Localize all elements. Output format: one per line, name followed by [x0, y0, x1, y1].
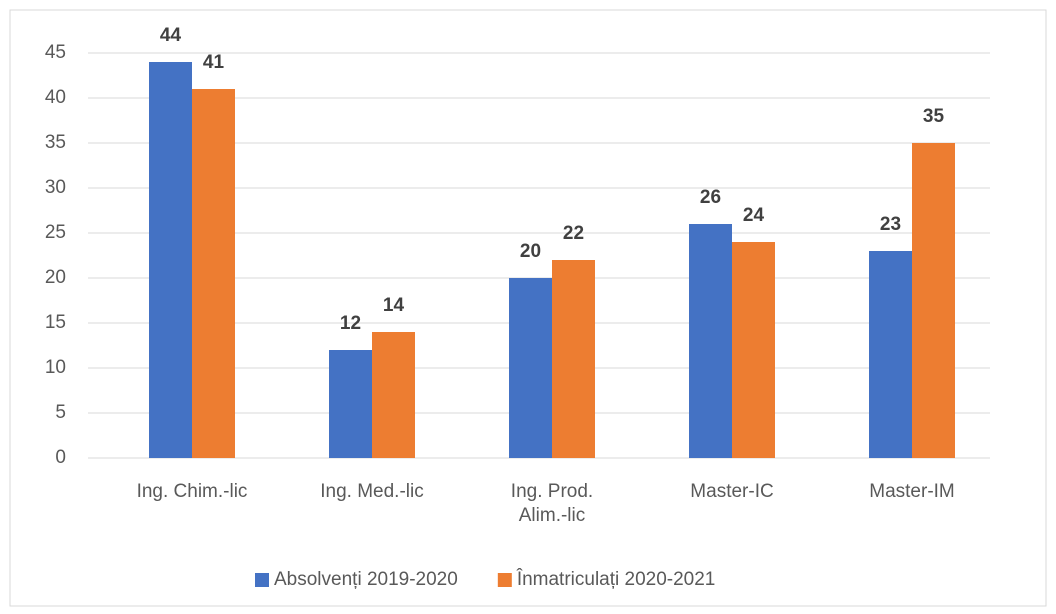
data-label: 14 [383, 295, 405, 316]
x-tick-label: Ing. Prod. Alim.-lic [510, 481, 594, 526]
bar [732, 242, 775, 458]
y-tick-label: 30 [45, 177, 66, 198]
y-tick-label: 15 [45, 312, 66, 333]
legend-swatch [497, 573, 512, 587]
bar [509, 278, 552, 458]
x-tick-label: Ing. Chim.-lic [136, 481, 248, 502]
bar [192, 89, 235, 458]
bar [689, 224, 732, 458]
data-label: 35 [923, 106, 945, 127]
data-label: 41 [203, 52, 225, 73]
x-tick-label: Ing. Med.-lic [320, 481, 424, 502]
x-tick-label: Master-IM [869, 481, 955, 502]
y-tick-label: 0 [55, 447, 66, 468]
bar [149, 62, 192, 458]
bar [869, 251, 912, 458]
bar [329, 350, 372, 458]
data-label: 26 [700, 187, 721, 208]
y-tick-label: 35 [45, 132, 66, 153]
data-label: 23 [880, 214, 901, 235]
data-label: 12 [340, 313, 361, 334]
y-tick-label: 5 [55, 402, 66, 423]
y-tick-label: 25 [45, 222, 66, 243]
data-label: 20 [520, 241, 541, 262]
x-tick-label: Master-IC [690, 481, 774, 502]
y-tick-label: 20 [45, 267, 66, 288]
y-tick-label: 40 [45, 87, 66, 108]
data-label: 22 [563, 223, 584, 244]
chart-border [9, 9, 1047, 607]
legend-label: Absolvenți 2019-2020 [274, 569, 458, 590]
legend-label: Înmatriculați 2020-2021 [516, 568, 716, 590]
bar [912, 143, 955, 458]
data-label: 44 [160, 25, 182, 46]
bar [552, 260, 595, 458]
y-tick-label: 10 [45, 357, 66, 378]
y-tick-label: 45 [45, 42, 66, 63]
bar [372, 332, 415, 458]
legend-swatch [255, 573, 269, 587]
data-label: 24 [743, 205, 765, 226]
